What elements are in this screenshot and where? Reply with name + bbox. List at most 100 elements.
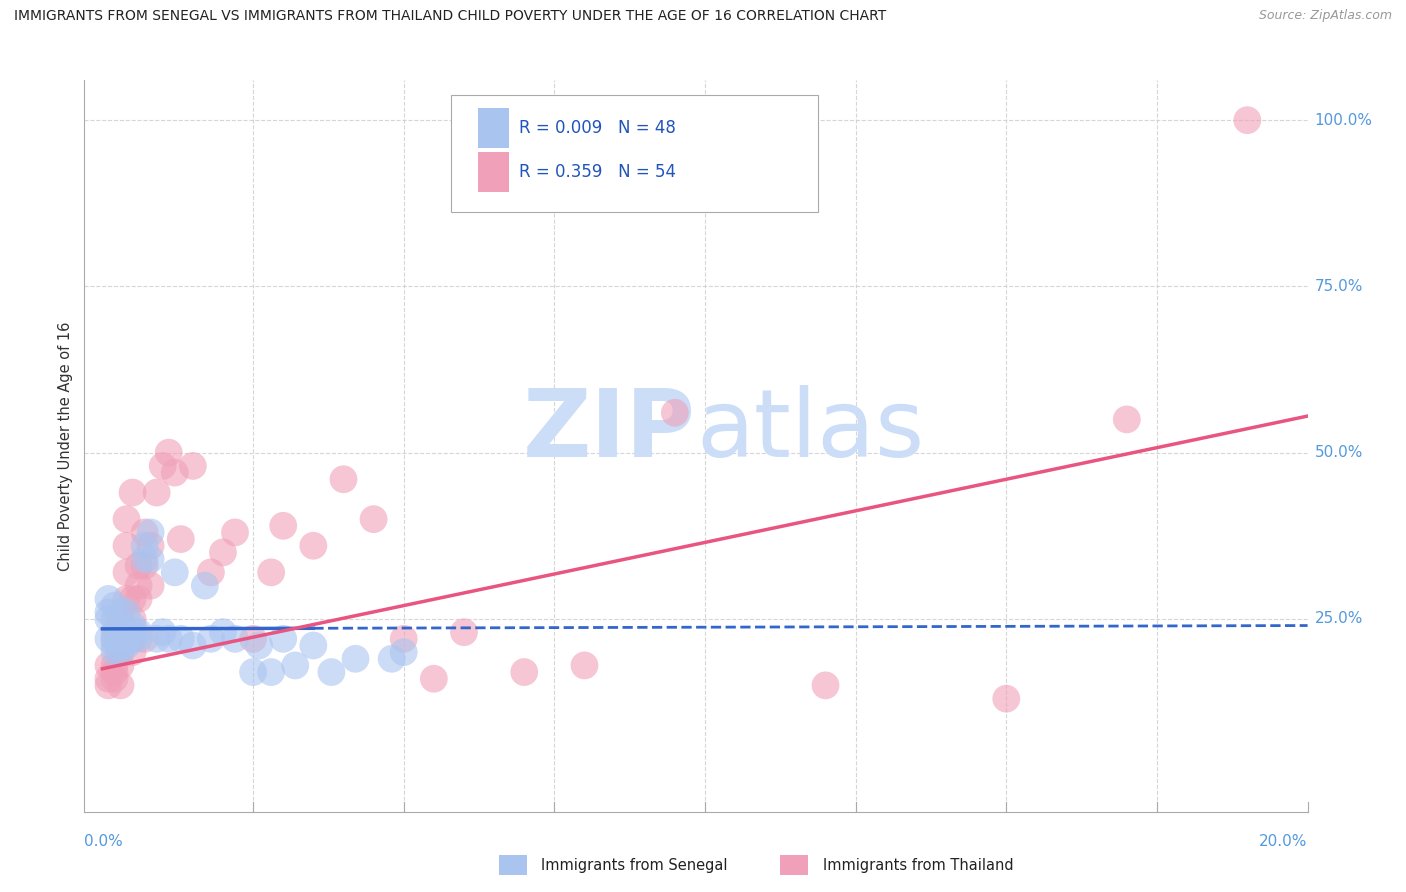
Point bbox=[121, 645, 143, 659]
Point bbox=[128, 579, 150, 593]
Point bbox=[134, 552, 156, 566]
Point bbox=[121, 632, 143, 646]
Point bbox=[513, 665, 536, 679]
Point bbox=[157, 632, 180, 646]
Point bbox=[302, 539, 325, 553]
Point bbox=[97, 678, 120, 692]
Point bbox=[242, 632, 264, 646]
Point bbox=[181, 639, 204, 653]
Bar bbox=[478, 108, 509, 148]
Point bbox=[344, 652, 367, 666]
Text: 25.0%: 25.0% bbox=[1315, 611, 1362, 626]
Point bbox=[97, 612, 120, 626]
Text: Immigrants from Senegal: Immigrants from Senegal bbox=[541, 858, 728, 872]
Text: 20.0%: 20.0% bbox=[1260, 834, 1308, 849]
Point bbox=[363, 512, 385, 526]
Point bbox=[121, 632, 143, 646]
Point bbox=[200, 566, 222, 580]
Point bbox=[181, 458, 204, 473]
Point bbox=[110, 639, 132, 653]
Point bbox=[163, 566, 186, 580]
Point bbox=[128, 632, 150, 646]
Text: Source: ZipAtlas.com: Source: ZipAtlas.com bbox=[1258, 9, 1392, 22]
Point bbox=[110, 605, 132, 619]
Bar bbox=[478, 152, 509, 192]
Text: atlas: atlas bbox=[696, 385, 924, 477]
Point bbox=[110, 645, 132, 659]
Point bbox=[134, 539, 156, 553]
Point bbox=[103, 632, 125, 646]
Point bbox=[170, 532, 193, 546]
Text: R = 0.009   N = 48: R = 0.009 N = 48 bbox=[519, 119, 675, 136]
Point bbox=[242, 665, 264, 679]
Point bbox=[110, 632, 132, 646]
Point bbox=[110, 612, 132, 626]
Point bbox=[110, 645, 132, 659]
Point bbox=[664, 406, 686, 420]
Point bbox=[423, 672, 446, 686]
Point bbox=[134, 558, 156, 573]
Point bbox=[115, 539, 138, 553]
Point bbox=[271, 518, 294, 533]
Point bbox=[152, 458, 174, 473]
Point bbox=[284, 658, 307, 673]
Point bbox=[103, 632, 125, 646]
Point bbox=[103, 672, 125, 686]
Point bbox=[110, 658, 132, 673]
Point bbox=[995, 691, 1018, 706]
FancyBboxPatch shape bbox=[451, 95, 818, 212]
Point bbox=[163, 466, 186, 480]
Point bbox=[97, 591, 120, 606]
Point bbox=[145, 485, 167, 500]
Point bbox=[194, 579, 217, 593]
Point bbox=[332, 472, 354, 486]
Text: 50.0%: 50.0% bbox=[1315, 445, 1362, 460]
Point bbox=[574, 658, 596, 673]
Point bbox=[115, 632, 138, 646]
Point bbox=[260, 665, 283, 679]
Point bbox=[453, 625, 475, 640]
Point bbox=[115, 566, 138, 580]
Point bbox=[139, 552, 162, 566]
Point bbox=[103, 645, 125, 659]
Text: ZIP: ZIP bbox=[523, 385, 696, 477]
Y-axis label: Child Poverty Under the Age of 16: Child Poverty Under the Age of 16 bbox=[58, 321, 73, 571]
Point bbox=[145, 632, 167, 646]
Point bbox=[152, 625, 174, 640]
Point bbox=[103, 639, 125, 653]
Text: IMMIGRANTS FROM SENEGAL VS IMMIGRANTS FROM THAILAND CHILD POVERTY UNDER THE AGE : IMMIGRANTS FROM SENEGAL VS IMMIGRANTS FR… bbox=[14, 9, 886, 23]
Point bbox=[115, 591, 138, 606]
Point bbox=[1115, 412, 1137, 426]
Point bbox=[134, 525, 156, 540]
Point bbox=[157, 445, 180, 459]
Point bbox=[302, 639, 325, 653]
Text: 100.0%: 100.0% bbox=[1315, 112, 1372, 128]
Point bbox=[121, 625, 143, 640]
Point bbox=[1236, 113, 1258, 128]
Point bbox=[103, 658, 125, 673]
Point bbox=[271, 632, 294, 646]
Point bbox=[110, 625, 132, 640]
Point bbox=[321, 665, 343, 679]
Text: 75.0%: 75.0% bbox=[1315, 279, 1362, 293]
Text: R = 0.359   N = 54: R = 0.359 N = 54 bbox=[519, 162, 676, 181]
Point bbox=[381, 652, 404, 666]
Point bbox=[121, 612, 143, 626]
Point bbox=[115, 639, 138, 653]
Point bbox=[97, 632, 120, 646]
Point bbox=[103, 612, 125, 626]
Point bbox=[110, 632, 132, 646]
Point bbox=[115, 605, 138, 619]
Point bbox=[97, 658, 120, 673]
Point bbox=[128, 558, 150, 573]
Point bbox=[134, 632, 156, 646]
Point bbox=[212, 625, 235, 640]
Point bbox=[814, 678, 837, 692]
Point bbox=[103, 665, 125, 679]
Point bbox=[128, 625, 150, 640]
Text: Immigrants from Thailand: Immigrants from Thailand bbox=[823, 858, 1014, 872]
Point bbox=[139, 579, 162, 593]
Point bbox=[121, 485, 143, 500]
Point bbox=[224, 525, 246, 540]
Point bbox=[110, 678, 132, 692]
